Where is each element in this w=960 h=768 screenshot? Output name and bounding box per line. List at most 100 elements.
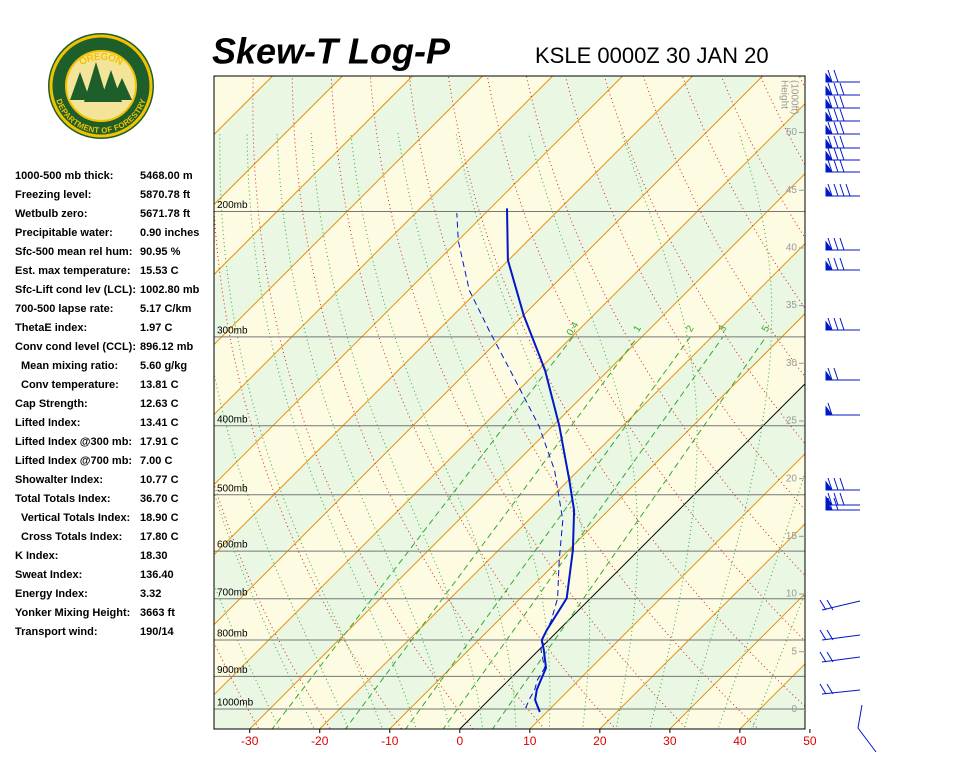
isotherm	[214, 76, 554, 416]
moist-adiabat	[683, 132, 773, 729]
isotherm	[388, 313, 805, 729]
mixing-ratio-line	[271, 336, 574, 729]
barb-flag	[827, 135, 833, 149]
barb-flag	[839, 95, 845, 109]
barb-flag	[833, 497, 839, 511]
logo-top-text: OREGON	[77, 51, 124, 67]
barb-flag	[826, 683, 834, 695]
y-tick-label: 500mb	[217, 483, 248, 494]
stat-label: Freezing level:	[15, 189, 91, 201]
barb-flag	[827, 402, 833, 416]
temperature-band	[214, 103, 805, 729]
stat-label: Lifted Index @700 mb:	[15, 455, 132, 467]
stat-value: 17.91 C	[140, 436, 179, 448]
dry-adiabat	[838, 0, 960, 738]
barb-flag	[826, 629, 834, 641]
barb-flag	[827, 183, 833, 197]
mixing-ratio-line	[491, 336, 767, 729]
logo-border	[49, 34, 153, 138]
barb-flag	[827, 497, 833, 511]
stat-label: Est. max temperature:	[15, 265, 131, 277]
stat-label: Lifted Index @300 mb:	[15, 436, 132, 448]
barb-flag	[827, 69, 833, 83]
mixing-ratio-label: 3	[717, 323, 730, 334]
x-tick-label: -30	[241, 734, 259, 748]
moist-adiabat	[528, 132, 639, 729]
barb-flag	[819, 629, 827, 641]
isotherm	[459, 383, 805, 729]
y2-tick-label: 50	[786, 127, 798, 138]
isotherm	[318, 242, 805, 729]
stat-value: 190/14	[140, 626, 175, 638]
barb-flag	[839, 492, 845, 506]
stat-value: 18.30	[140, 550, 168, 562]
y-tick-label: 600mb	[217, 540, 248, 551]
moist-adiabat	[246, 132, 417, 729]
x-tick-label: 30	[663, 734, 677, 748]
stat-value: 5870.78 ft	[140, 189, 190, 201]
isotherm	[599, 523, 805, 729]
barb-flag	[833, 477, 839, 491]
barb-flag	[827, 492, 833, 506]
y2-tick-label: 25	[786, 416, 798, 427]
barb-flag	[827, 147, 833, 161]
barb-pennant	[825, 138, 833, 149]
barb-flag	[839, 237, 845, 251]
x-tick-label: 10	[523, 734, 537, 748]
stat-label: Sfc-Lift cond lev (LCL):	[15, 284, 136, 296]
barb-flag	[833, 317, 839, 331]
isotherm	[669, 593, 805, 729]
barb-flag	[833, 237, 839, 251]
plot-frame	[213, 75, 806, 730]
stat-value: 18.90 C	[140, 512, 179, 524]
dry-adiabat	[947, 0, 960, 738]
barb-pennant	[825, 186, 833, 197]
stat-label: Showalter Index:	[15, 474, 103, 486]
stat-value: 15.53 C	[140, 265, 179, 277]
stat-value: 136.40	[140, 569, 174, 581]
barb-pennant	[825, 240, 833, 251]
y2-axis-label: Height	[778, 80, 789, 109]
barb-flag	[833, 159, 839, 173]
axes: 0.4 1 2 3 51000mb900mb800mb700mb600mb500mb40…	[217, 80, 817, 748]
y2-tick-label: 30	[786, 358, 798, 369]
dry-adiabat	[214, 76, 403, 729]
mixing-ratio-label: 2	[684, 323, 697, 334]
stat-label: K Index:	[15, 550, 58, 562]
barb-flag	[827, 82, 833, 96]
barb-flag	[839, 135, 845, 149]
temperature-band	[214, 76, 805, 695]
barb-pennant	[825, 111, 833, 122]
stat-label: Wetbulb zero:	[15, 208, 88, 220]
barb-flag	[839, 183, 845, 197]
barb-flag	[827, 108, 833, 122]
stat-label: Sweat Index:	[15, 569, 82, 581]
isotherm	[214, 76, 274, 136]
stat-value: 90.95 %	[140, 246, 181, 258]
x-tick-label: 20	[593, 734, 607, 748]
y-tick-label: 1000mb	[217, 698, 254, 709]
y2-tick-label: 10	[786, 589, 798, 600]
barb-flag	[839, 477, 845, 491]
stat-value: 1002.80 mb	[140, 284, 200, 296]
barb-flag	[839, 121, 845, 135]
y2-tick-label: 45	[786, 185, 798, 196]
barb-flag	[839, 108, 845, 122]
isotherm	[214, 76, 484, 346]
barb-surface	[857, 704, 877, 753]
stat-value: 896.12 mb	[140, 341, 193, 353]
dry-adiabat	[291, 76, 546, 729]
stat-value: 12.63 C	[140, 398, 179, 410]
stat-label: Vertical Totals Index:	[21, 512, 130, 524]
barb-flag	[827, 159, 833, 173]
mixing-ratio-line	[405, 336, 691, 729]
moist-adiabat	[214, 490, 315, 729]
barb-flag	[833, 82, 839, 96]
stat-value: 5468.00 m	[140, 170, 193, 182]
stat-label: Precipitable water:	[15, 227, 113, 239]
barb-flag	[839, 159, 845, 173]
dry-adiabat	[802, 0, 960, 738]
barb-shaft	[821, 600, 861, 611]
barb-flag	[845, 183, 851, 197]
stat-value: 3663 ft	[140, 607, 175, 619]
